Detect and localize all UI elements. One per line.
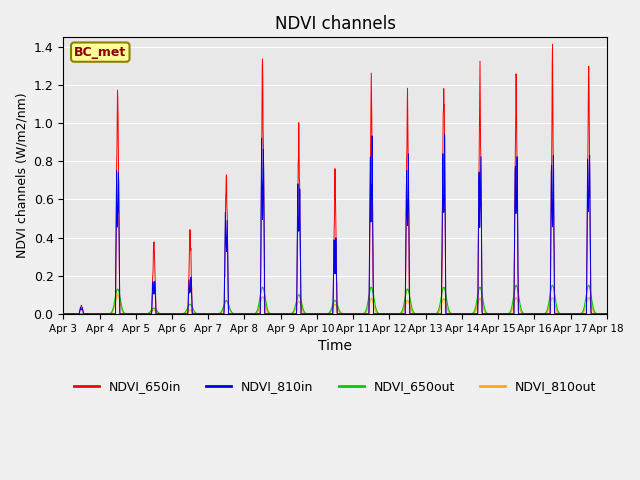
Text: BC_met: BC_met bbox=[74, 46, 126, 59]
Y-axis label: NDVI channels (W/m2/nm): NDVI channels (W/m2/nm) bbox=[15, 93, 28, 258]
Legend: NDVI_650in, NDVI_810in, NDVI_650out, NDVI_810out: NDVI_650in, NDVI_810in, NDVI_650out, NDV… bbox=[68, 375, 601, 398]
X-axis label: Time: Time bbox=[318, 339, 352, 353]
Title: NDVI channels: NDVI channels bbox=[275, 15, 396, 33]
